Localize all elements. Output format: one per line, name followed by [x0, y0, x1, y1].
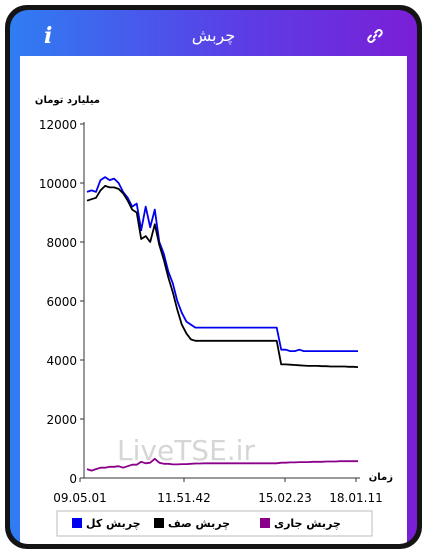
y-tick-label: 6000 — [46, 295, 77, 309]
page-title: چربش — [191, 26, 236, 45]
legend-swatch — [260, 518, 270, 528]
x-axis-label: زمان — [369, 472, 393, 483]
y-tick-label: 2000 — [46, 413, 77, 427]
x-tick-label: 11.51.42 — [157, 491, 210, 505]
legend-box — [56, 510, 373, 537]
info-icon[interactable]: i — [44, 23, 53, 49]
series-line-1 — [86, 184, 359, 368]
chart-area: میلیارد تومان 0 2000 4000 6000 8000 10000 1200… — [20, 56, 407, 544]
legend-swatch — [72, 518, 82, 528]
legend-swatch — [154, 518, 164, 528]
y-tick-label: 12000 — [39, 118, 77, 132]
legend-label: چربش جاری — [274, 517, 341, 530]
link-icon[interactable] — [366, 27, 384, 45]
y-tick-label: 4000 — [46, 354, 77, 368]
chart-svg: میلیارد تومان 0 2000 4000 6000 8000 10000 1200… — [35, 95, 393, 537]
series-line-2 — [86, 457, 358, 472]
x-tick-label: 18.01.11 — [329, 491, 382, 505]
legend-label: چربش صف — [168, 517, 230, 530]
legend-label: چربش کل — [86, 517, 141, 530]
watermark: LiveTSE.ir — [117, 434, 255, 467]
x-tick-label: 15.02.23 — [258, 491, 311, 505]
x-tick-label: 09.05.01 — [53, 491, 106, 505]
y-tick-label: 8000 — [46, 236, 77, 250]
app-panel: i چربش میلیارد تومان 0 2000 4000 6000 8000 10… — [10, 10, 417, 544]
series-line-0 — [86, 176, 358, 353]
y-tick-label: 10000 — [39, 177, 77, 191]
header-bar: i چربش — [10, 10, 417, 63]
y-tick-label: 0 — [69, 472, 77, 486]
y-unit-label: میلیارد تومان — [35, 95, 100, 106]
